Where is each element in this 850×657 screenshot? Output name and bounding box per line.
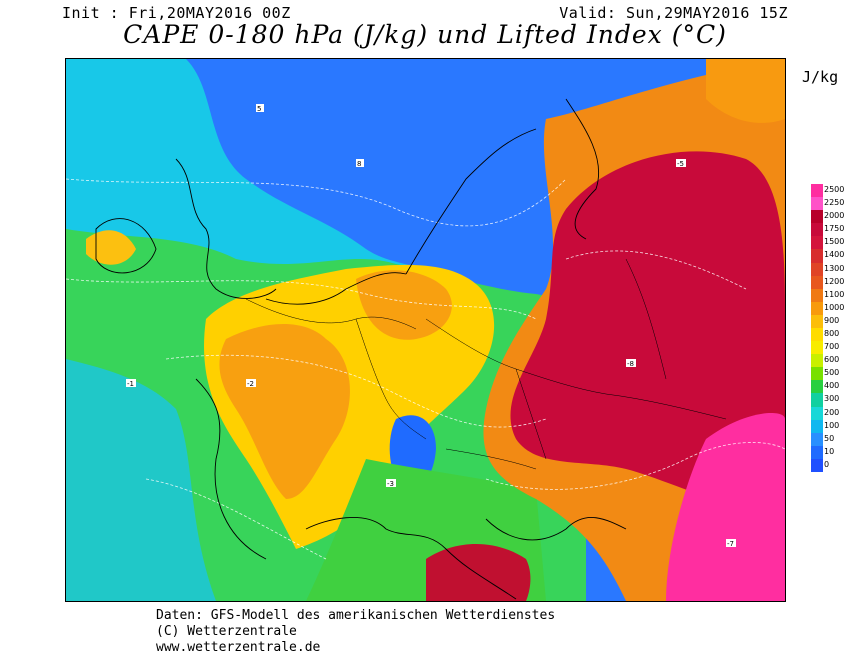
legend-swatch — [811, 458, 823, 473]
valid-time: Valid: Sun,29MAY2016 15Z — [559, 4, 788, 22]
footer-data-source: Daten: GFS-Modell des amerikanischen Wet… — [156, 608, 556, 623]
cape-orange-region-fr — [219, 324, 350, 499]
legend-swatch — [811, 406, 823, 421]
legend-level-label: 0 — [824, 459, 830, 469]
legend-level-label: 1300 — [824, 263, 845, 273]
legend-swatch — [811, 367, 823, 381]
footer-url[interactable]: www.wetterzentrale.de — [156, 640, 321, 655]
legend-swatch — [811, 275, 823, 290]
legend-swatch — [811, 262, 823, 277]
legend-swatch — [811, 354, 823, 368]
legend-swatch — [811, 197, 823, 211]
cape-orange-region-bx — [356, 270, 452, 340]
legend-swatch — [811, 223, 823, 237]
legend-swatch — [811, 419, 823, 434]
lifted-index-contours — [66, 178, 785, 560]
legend-swatch — [811, 445, 823, 460]
footer-credits: Daten: GFS-Modell des amerikanischen Wet… — [156, 608, 555, 656]
legend-level-label: 400 — [824, 381, 840, 391]
legend-swatch — [811, 380, 823, 394]
weather-map[interactable]: 5 8 -5 -8 -2 -3 -1 -7 — [65, 58, 786, 602]
legend-level-label: 900 — [824, 315, 840, 325]
country-borders — [245, 258, 727, 470]
legend-level-label: 10 — [824, 446, 835, 456]
legend-swatch — [811, 314, 823, 329]
svg-text:-5: -5 — [677, 160, 684, 168]
svg-text:-8: -8 — [627, 360, 634, 368]
legend-level-label: 200 — [824, 407, 840, 417]
cape-field: 5 8 -5 -8 -2 -3 -1 -7 — [66, 59, 785, 601]
legend-level-label: 50 — [824, 433, 835, 443]
legend-level-label: 1500 — [824, 237, 845, 247]
svg-text:5: 5 — [257, 105, 261, 113]
legend-level-label: 700 — [824, 342, 840, 352]
legend-level-label: 2000 — [824, 211, 845, 221]
svg-text:8: 8 — [357, 160, 361, 168]
legend-swatch — [811, 236, 823, 250]
cape-orange-ne — [706, 59, 785, 123]
legend-level-label: 2500 — [824, 185, 845, 194]
cape-red-south — [426, 544, 531, 601]
lifted-index-labels: 5 8 -5 -8 -2 -3 -1 -7 — [126, 104, 736, 548]
svg-text:-3: -3 — [387, 480, 394, 488]
cape-legend-bar — [811, 184, 823, 473]
legend-level-label: 100 — [824, 420, 840, 430]
cape-sw-region — [66, 359, 216, 601]
svg-text:-2: -2 — [247, 380, 254, 388]
svg-text:-1: -1 — [127, 380, 134, 388]
legend-swatch — [811, 249, 823, 264]
cape-magenta-region — [666, 413, 785, 601]
legend-level-label: 1400 — [824, 250, 845, 260]
chart-title: CAPE 0-180 hPa (J/kg) und Lifted Index (… — [123, 20, 727, 49]
coastlines — [95, 98, 627, 600]
cape-yellow-ireland — [86, 230, 136, 265]
legend-unit: J/kg — [802, 68, 839, 86]
init-time: Init : Fri,20MAY2016 00Z — [62, 4, 291, 22]
legend-level-label: 800 — [824, 329, 840, 338]
legend-swatch — [811, 288, 823, 303]
legend-swatch — [811, 341, 823, 355]
legend-level-label: 600 — [824, 355, 840, 365]
legend-swatch — [811, 432, 823, 447]
legend-level-label: 500 — [824, 368, 840, 378]
legend-swatch — [811, 328, 823, 342]
legend-level-label: 2250 — [824, 198, 845, 208]
legend-swatch — [811, 393, 823, 408]
legend-level-label: 1750 — [824, 224, 845, 234]
legend-level-label: 1100 — [824, 289, 845, 299]
legend-swatch — [811, 301, 823, 316]
cape-red-region — [510, 151, 785, 511]
legend-swatch — [811, 184, 823, 198]
legend-level-label: 1000 — [824, 302, 845, 312]
legend-swatch — [811, 210, 823, 224]
legend-level-label: 1200 — [824, 276, 845, 286]
svg-text:-7: -7 — [727, 540, 734, 548]
footer-copyright: (C) Wetterzentrale — [156, 624, 297, 639]
legend-level-label: 300 — [824, 394, 840, 404]
